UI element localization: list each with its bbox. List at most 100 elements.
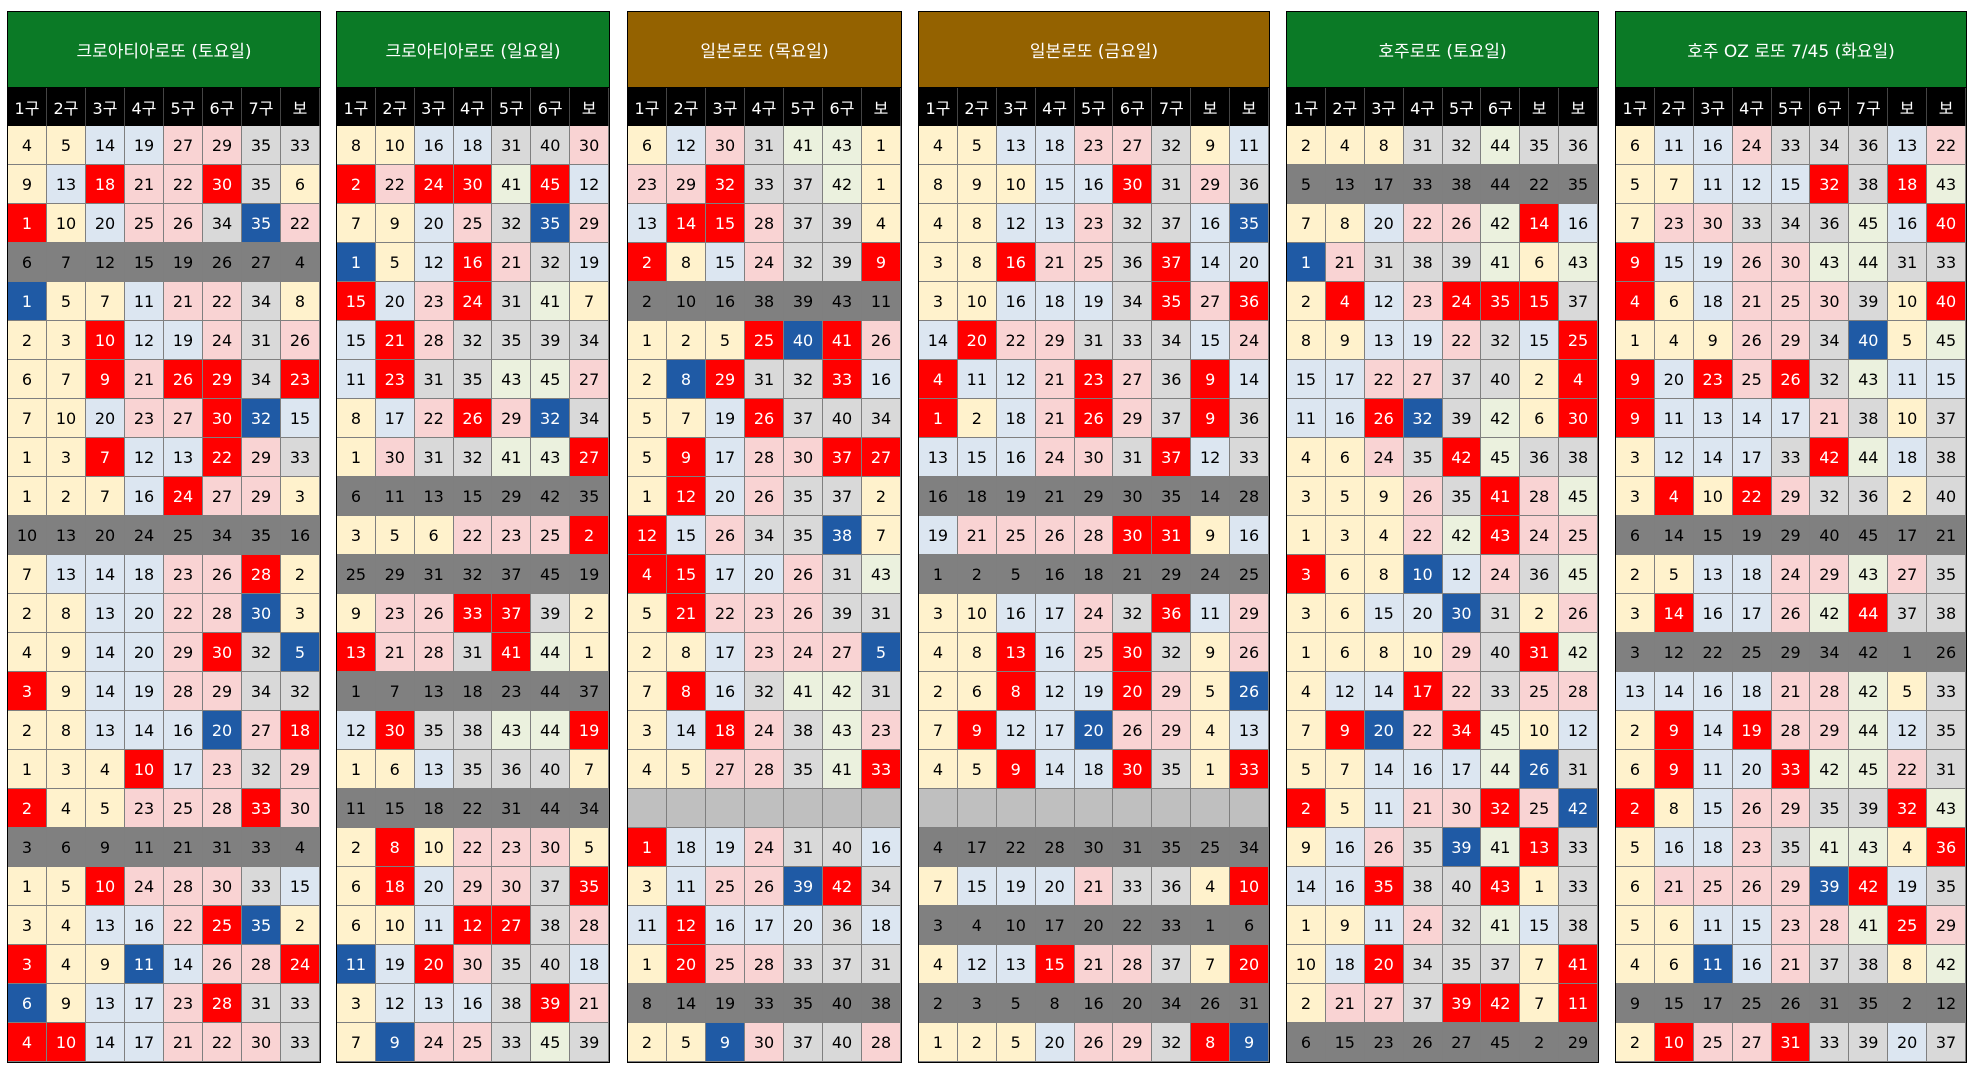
number-cell: 11 — [337, 789, 376, 828]
number-cell: 17 — [125, 984, 164, 1023]
number-cell: 23 — [414, 282, 454, 321]
number-cell: 31 — [492, 126, 532, 165]
number-cell: 4 — [628, 555, 667, 594]
number-cell: 44 — [531, 633, 571, 672]
number-cell: 23 — [1074, 360, 1114, 399]
number-cell: 23 — [1732, 828, 1772, 867]
number-cell: 21 — [164, 282, 203, 321]
number-cell: 45 — [531, 555, 571, 594]
number-cell: 16 — [414, 126, 454, 165]
number-cell: 11 — [1888, 360, 1928, 399]
number-cell: 8 — [1191, 1023, 1231, 1062]
number-cell: 24 — [745, 828, 784, 867]
number-cell: 38 — [1559, 438, 1598, 477]
column-header: 6구 — [531, 88, 571, 126]
number-cell: 28 — [1113, 945, 1153, 984]
number-cell: 2 — [667, 321, 706, 360]
number-cell: 21 — [1113, 555, 1153, 594]
number-cell: 17 — [706, 438, 745, 477]
number-cell: 42 — [1442, 438, 1482, 477]
number-cell: 8 — [957, 633, 997, 672]
number-cell: 34 — [1230, 828, 1269, 867]
number-cell: 16 — [706, 672, 745, 711]
column-header: 5구 — [784, 88, 823, 126]
number-cell: 1 — [862, 126, 901, 165]
number-cell: 32 — [281, 672, 320, 711]
number-cell: 4 — [1325, 282, 1365, 321]
number-cell: 8 — [667, 633, 706, 672]
number-cell: 1 — [337, 750, 376, 789]
column-header: 7구 — [1849, 88, 1889, 126]
number-cell: 18 — [996, 399, 1036, 438]
number-cell: 2 — [1520, 1023, 1560, 1062]
number-cell: 5 — [1287, 750, 1326, 789]
column-header: 3구 — [996, 88, 1036, 126]
number-cell: 23 — [1693, 360, 1733, 399]
number-cell: 14 — [86, 555, 125, 594]
number-cell: 4 — [1654, 477, 1694, 516]
column-header: 2구 — [667, 88, 706, 126]
number-cell: 35 — [1520, 126, 1560, 165]
number-cell: 37 — [492, 555, 532, 594]
number-cell: 21 — [125, 360, 164, 399]
number-cell: 41 — [1559, 945, 1598, 984]
number-cell: 5 — [1888, 321, 1928, 360]
number-cell: 37 — [1152, 945, 1192, 984]
number-cell: 7 — [667, 399, 706, 438]
number-cell: 25 — [996, 516, 1036, 555]
number-cell: 16 — [706, 906, 745, 945]
number-cell: 26 — [784, 555, 823, 594]
number-cell: 26 — [1403, 1023, 1443, 1062]
number-cell: 31 — [1152, 165, 1192, 204]
number-cell: 36 — [1559, 126, 1598, 165]
number-cell: 40 — [1810, 516, 1850, 555]
number-cell: 23 — [164, 984, 203, 1023]
number-cell: 37 — [1152, 438, 1192, 477]
number-cell: 14 — [1364, 672, 1404, 711]
number-cell: 3 — [628, 867, 667, 906]
number-cell: 38 — [453, 711, 493, 750]
number-cell: 2 — [628, 243, 667, 282]
number-cell: 8 — [337, 126, 376, 165]
number-cell: 8 — [628, 984, 667, 1023]
number-cell: 4 — [862, 204, 901, 243]
number-cell: 20 — [1230, 243, 1269, 282]
number-cell: 24 — [1732, 126, 1772, 165]
number-cell: 32 — [1113, 204, 1153, 243]
number-cell: 23 — [628, 165, 667, 204]
number-cell: 44 — [1849, 438, 1889, 477]
number-cell: 7 — [1520, 945, 1560, 984]
number-cell: 2 — [957, 399, 997, 438]
number-cell: 37 — [1152, 399, 1192, 438]
number-cell: 12 — [125, 438, 164, 477]
number-cell: 2 — [281, 555, 320, 594]
lotto-panel-5: 호주로또 (토요일) 1구 2구 3구 4구 5구 6구 보 보 2 4 8 31 32 44 35 36 5 13… — [1286, 11, 1599, 1063]
number-cell: 22 — [1403, 516, 1443, 555]
number-cell: 11 — [667, 867, 706, 906]
number-cell: 10 — [414, 828, 454, 867]
number-cell: 20 — [414, 204, 454, 243]
number-cell: 1 — [1616, 321, 1655, 360]
number-cell: 1 — [1287, 516, 1326, 555]
number-cell: 4 — [47, 906, 86, 945]
number-cell: 22 — [1442, 321, 1482, 360]
number-cell: 2 — [628, 1023, 667, 1062]
number-cell: 8 — [1035, 984, 1075, 1023]
number-cell: 2 — [337, 828, 376, 867]
number-cell: 34 — [570, 321, 609, 360]
number-cell: 12 — [1035, 672, 1075, 711]
number-cell: 15 — [1654, 243, 1694, 282]
number-cell: 2 — [1287, 789, 1326, 828]
number-cell: 33 — [281, 1023, 320, 1062]
number-cell: 42 — [531, 477, 571, 516]
number-cell: 13 — [1520, 828, 1560, 867]
number-cell: 26 — [784, 594, 823, 633]
number-cell: 7 — [47, 360, 86, 399]
number-cell: 21 — [492, 243, 532, 282]
number-cell: 35 — [784, 750, 823, 789]
number-cell: 15 — [667, 516, 706, 555]
number-cell: 45 — [1559, 477, 1598, 516]
number-cell: 40 — [531, 750, 571, 789]
number-cell: 15 — [1693, 789, 1733, 828]
number-cell: 9 — [375, 204, 415, 243]
